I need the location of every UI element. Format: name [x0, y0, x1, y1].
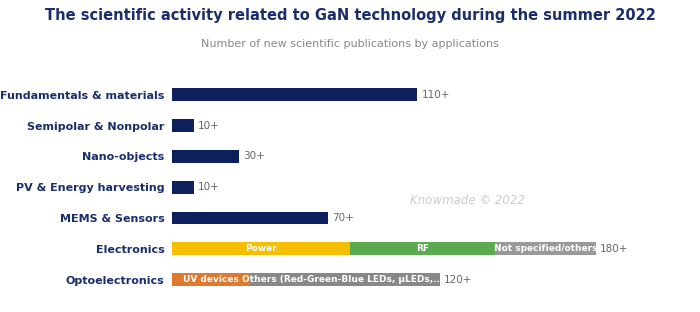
- Bar: [172, 88, 417, 101]
- Text: 180+: 180+: [601, 244, 629, 254]
- Bar: [172, 181, 194, 194]
- Bar: [172, 119, 194, 132]
- Text: UV devices: UV devices: [183, 275, 239, 284]
- Bar: [172, 273, 250, 286]
- Text: 10+: 10+: [198, 121, 220, 131]
- Text: 110+: 110+: [421, 90, 450, 100]
- Text: 30+: 30+: [243, 151, 265, 161]
- Text: 120+: 120+: [444, 275, 473, 285]
- Bar: [172, 150, 239, 163]
- Text: 70+: 70+: [332, 213, 354, 223]
- Text: 10+: 10+: [198, 182, 220, 192]
- Text: Not specified/others: Not specified/others: [494, 244, 597, 253]
- Bar: [172, 212, 328, 224]
- Text: Knowmade © 2022: Knowmade © 2022: [410, 194, 524, 207]
- Text: The scientific activity related to GaN technology during the summer 2022: The scientific activity related to GaN t…: [45, 8, 655, 23]
- Bar: [250, 273, 440, 286]
- Text: Power: Power: [245, 244, 276, 253]
- Text: Number of new scientific publications by applications: Number of new scientific publications by…: [201, 39, 499, 49]
- Bar: [350, 242, 496, 255]
- Bar: [172, 242, 350, 255]
- Bar: [496, 242, 596, 255]
- Text: Others (Red-Green-Blue LEDs, μLEDs,...): Others (Red-Green-Blue LEDs, μLEDs,...): [242, 275, 447, 284]
- Text: RF: RF: [416, 244, 429, 253]
